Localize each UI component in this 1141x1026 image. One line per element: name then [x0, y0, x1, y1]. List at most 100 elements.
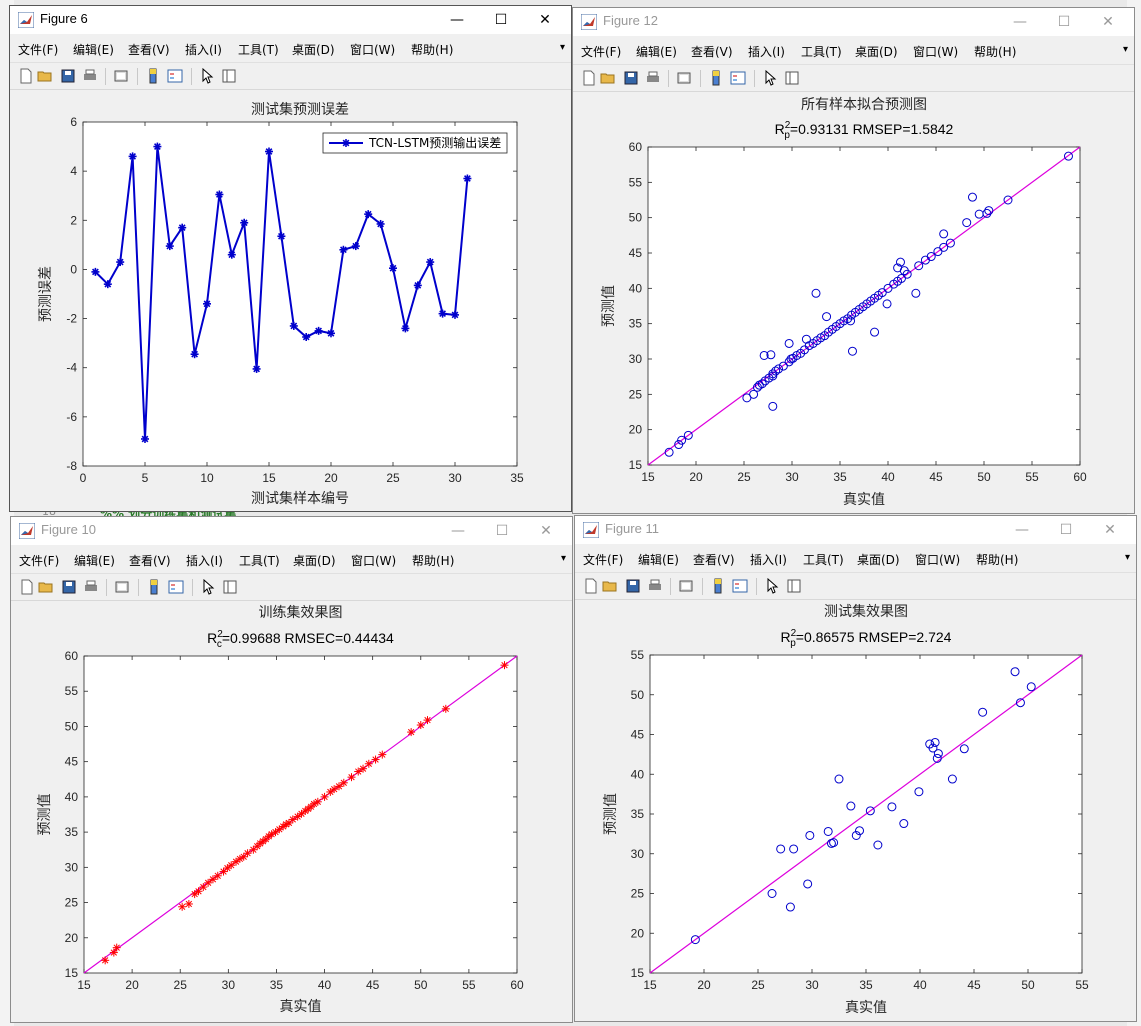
- menu-item[interactable]: 工具(T): [238, 43, 279, 57]
- menu-item[interactable]: 文件(F): [19, 554, 60, 568]
- menu-item[interactable]: 桌面(D): [292, 43, 335, 57]
- menu-item[interactable]: 桌面(D): [857, 553, 900, 567]
- y-tick-label: 40: [65, 790, 79, 804]
- link-plot-icon[interactable]: [114, 579, 130, 595]
- menu-item[interactable]: 帮助(H): [974, 45, 1017, 59]
- menu-item[interactable]: 工具(T): [803, 553, 844, 567]
- menu-item[interactable]: 工具(T): [801, 45, 842, 59]
- maximize-button[interactable]: ☐: [494, 12, 508, 28]
- menu-item[interactable]: 文件(F): [583, 553, 624, 567]
- title-bar[interactable]: Figure 6 — ☐ ✕: [10, 6, 571, 34]
- colorbar-icon[interactable]: [708, 70, 724, 86]
- menu-overflow-icon[interactable]: ▾: [1124, 552, 1130, 563]
- close-button[interactable]: ✕: [1102, 14, 1114, 30]
- menu-item[interactable]: 帮助(H): [412, 554, 455, 568]
- menu-item[interactable]: 编辑(E): [74, 554, 115, 568]
- minimize-button[interactable]: —: [451, 523, 465, 539]
- pointer-icon[interactable]: [762, 69, 778, 86]
- pointer-icon[interactable]: [764, 577, 780, 594]
- save-icon[interactable]: [625, 578, 641, 594]
- data-point: [153, 142, 162, 151]
- menu-item[interactable]: 窗口(W): [913, 45, 959, 59]
- menu-item[interactable]: 桌面(D): [293, 554, 336, 568]
- open-folder-icon[interactable]: [602, 578, 618, 594]
- new-file-icon[interactable]: [18, 68, 34, 84]
- minimize-button[interactable]: —: [1013, 14, 1027, 30]
- minimize-button[interactable]: —: [450, 12, 464, 28]
- data-point: [899, 819, 909, 829]
- save-icon[interactable]: [623, 70, 639, 86]
- menu-item[interactable]: 窗口(W): [351, 554, 397, 568]
- new-file-icon[interactable]: [583, 578, 599, 594]
- close-button[interactable]: ✕: [539, 12, 551, 28]
- print-icon[interactable]: [82, 68, 98, 84]
- menu-item[interactable]: 插入(I): [748, 45, 785, 59]
- print-icon[interactable]: [647, 578, 663, 594]
- save-icon[interactable]: [61, 579, 77, 595]
- menu-item[interactable]: 查看(V): [691, 45, 733, 59]
- menu-item[interactable]: 查看(V): [693, 553, 735, 567]
- menu-item[interactable]: 编辑(E): [636, 45, 677, 59]
- menu-item[interactable]: 文件(F): [581, 45, 622, 59]
- title-bar[interactable]: Figure 12 — ☐ ✕: [573, 8, 1134, 36]
- new-file-icon[interactable]: [19, 579, 35, 595]
- menu-item[interactable]: 查看(V): [129, 554, 171, 568]
- open-folder-icon[interactable]: [37, 68, 53, 84]
- property-editor-icon[interactable]: [221, 68, 237, 84]
- new-file-icon[interactable]: [581, 70, 597, 86]
- menu-item[interactable]: 编辑(E): [638, 553, 679, 567]
- open-folder-icon[interactable]: [38, 579, 54, 595]
- maximize-button[interactable]: ☐: [1059, 522, 1073, 538]
- data-point: [500, 661, 509, 670]
- menu-item[interactable]: 窗口(W): [915, 553, 961, 567]
- figure-window-6[interactable]: Figure 6 — ☐ ✕ 文件(F) 编辑(E) 查看(V) 插入(I) 工具(T)…: [9, 5, 572, 512]
- colorbar-icon[interactable]: [710, 578, 726, 594]
- colorbar-icon[interactable]: [145, 68, 161, 84]
- menu-item[interactable]: 帮助(H): [976, 553, 1019, 567]
- save-icon[interactable]: [60, 68, 76, 84]
- menu-item[interactable]: 插入(I): [186, 554, 223, 568]
- y-tick-label: -2: [66, 312, 77, 326]
- legend-icon[interactable]: [168, 579, 184, 595]
- menu-overflow-icon[interactable]: ▾: [559, 42, 565, 53]
- menu-overflow-icon[interactable]: ▾: [560, 553, 566, 564]
- title-bar[interactable]: Figure 10 — ☐ ✕: [11, 517, 572, 545]
- menu-item[interactable]: 文件(F): [18, 43, 59, 57]
- legend-icon[interactable]: [730, 70, 746, 86]
- minimize-button[interactable]: —: [1015, 522, 1029, 538]
- close-button[interactable]: ✕: [540, 523, 552, 539]
- link-plot-icon[interactable]: [676, 70, 692, 86]
- menu-item[interactable]: 插入(I): [750, 553, 787, 567]
- link-plot-icon[interactable]: [113, 68, 129, 84]
- pointer-icon[interactable]: [199, 67, 215, 84]
- property-editor-icon[interactable]: [786, 578, 802, 594]
- figure-window-11[interactable]: Figure 11 — ☐ ✕ 文件(F) 编辑(E) 查看(V) 插入(I) 工具(T…: [574, 515, 1137, 1022]
- open-folder-icon[interactable]: [600, 70, 616, 86]
- print-icon[interactable]: [645, 70, 661, 86]
- menu-item[interactable]: 插入(I): [185, 43, 222, 57]
- data-point: [101, 956, 110, 965]
- menu-item[interactable]: 帮助(H): [411, 43, 454, 57]
- menu-item[interactable]: 查看(V): [128, 43, 170, 57]
- menu-item[interactable]: 工具(T): [239, 554, 280, 568]
- y-tick-label: 15: [631, 966, 645, 980]
- title-bar[interactable]: Figure 11 — ☐ ✕: [575, 516, 1136, 544]
- figure-window-12[interactable]: Figure 12 — ☐ ✕ 文件(F) 编辑(E) 查看(V) 插入(I) 工具(T…: [572, 7, 1135, 514]
- maximize-button[interactable]: ☐: [495, 523, 509, 539]
- menu-overflow-icon[interactable]: ▾: [1122, 44, 1128, 55]
- property-editor-icon[interactable]: [222, 579, 238, 595]
- maximize-button[interactable]: ☐: [1057, 14, 1071, 30]
- property-editor-icon[interactable]: [784, 70, 800, 86]
- print-icon[interactable]: [83, 579, 99, 595]
- menu-item[interactable]: 编辑(E): [73, 43, 114, 57]
- pointer-icon[interactable]: [200, 578, 216, 595]
- figure-window-10[interactable]: Figure 10 — ☐ ✕ 文件(F) 编辑(E) 查看(V) 插入(I) 工具(T…: [10, 516, 573, 1023]
- menu-item[interactable]: 窗口(W): [350, 43, 396, 57]
- legend-icon[interactable]: [732, 578, 748, 594]
- data-point: [784, 338, 794, 348]
- menu-item[interactable]: 桌面(D): [855, 45, 898, 59]
- colorbar-icon[interactable]: [146, 579, 162, 595]
- legend-icon[interactable]: [167, 68, 183, 84]
- link-plot-icon[interactable]: [678, 578, 694, 594]
- close-button[interactable]: ✕: [1104, 522, 1116, 538]
